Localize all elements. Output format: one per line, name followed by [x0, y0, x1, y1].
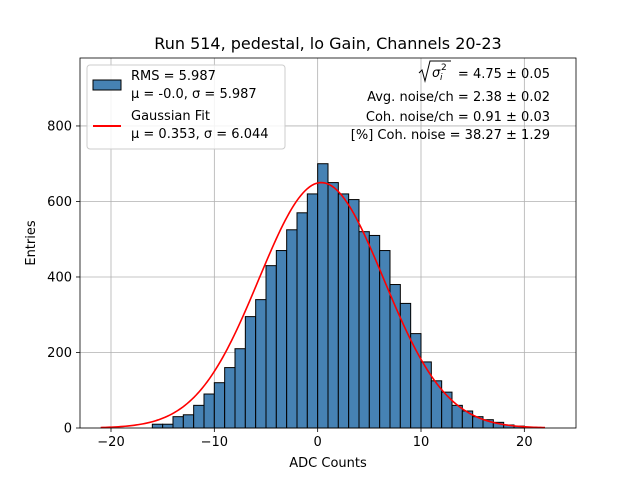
histogram-bar: [420, 361, 432, 429]
sigma-symbol: σ: [432, 66, 441, 81]
histogram-bar: [317, 163, 329, 429]
histogram-bar: [348, 199, 360, 429]
y-tick-label: 400: [47, 270, 72, 285]
histogram-bar: [255, 299, 267, 429]
x-tick-label: 0: [314, 435, 322, 450]
histogram-bars: [151, 163, 525, 429]
x-axis-ticks: −20 −10 0 10 20: [97, 428, 533, 450]
y-tick-label: 200: [47, 346, 72, 361]
histogram-bar: [451, 404, 463, 429]
histogram-bar: [162, 423, 174, 429]
legend-fit-stats: μ = 0.353, σ = 6.044: [131, 127, 269, 142]
histogram-bar: [286, 229, 298, 429]
x-tick-label: 20: [516, 435, 533, 450]
legend: RMS = 5.987 μ = -0.0, σ = 5.987 Gaussian…: [86, 64, 286, 150]
avg-noise-text: Avg. noise/ch = 2.38 ± 0.02: [367, 90, 550, 105]
coh-noise-text: Coh. noise/ch = 0.91 ± 0.03: [366, 110, 550, 125]
histogram-bar: [327, 182, 339, 429]
x-tick-label: 10: [413, 435, 430, 450]
sigma-value: = 4.75 ± 0.05: [458, 67, 550, 82]
legend-patch-swatch: [92, 79, 122, 91]
histogram-bar: [410, 333, 422, 429]
histogram-bar: [441, 391, 453, 429]
y-tick-label: 0: [64, 422, 72, 437]
histogram-bar: [275, 250, 288, 429]
x-tick-label: −10: [201, 435, 228, 450]
legend-box: [86, 64, 286, 150]
histogram-bar: [203, 393, 215, 429]
y-tick-label: 800: [47, 119, 72, 134]
chart-title: Run 514, pedestal, lo Gain, Channels 20-…: [154, 34, 501, 53]
plot-frame: [79, 57, 577, 429]
histogram-bar: [265, 265, 277, 429]
legend-rms-stats: μ = -0.0, σ = 5.987: [131, 87, 257, 102]
coh-pct-text: [%] Coh. noise = 38.27 ± 1.29: [351, 128, 550, 143]
sigma-sqrt-symbol: σ i 2: [418, 60, 451, 83]
legend-fit-label: Gaussian Fit: [131, 109, 210, 124]
legend-rms-label: RMS = 5.987: [131, 69, 216, 84]
histogram-bar: [244, 316, 257, 429]
gaussian-fit-line: [100, 181, 546, 429]
sigma-subscript: i: [440, 73, 443, 83]
histogram-bar: [358, 231, 370, 429]
histogram-bar: [172, 416, 184, 429]
noise-annotations: σ i 2 = 4.75 ± 0.05 Avg. noise/ch = 2.38…: [351, 60, 550, 143]
y-tick-label: 600: [47, 195, 72, 210]
x-tick-label: −20: [97, 435, 124, 450]
histogram-bar: [213, 382, 226, 429]
y-axis-ticks: 0 200 400 600 800: [47, 119, 80, 437]
histogram-bar: [193, 404, 205, 429]
sigma-superscript: 2: [441, 63, 447, 73]
sqrt-radical-icon: [418, 60, 451, 83]
histogram-bar: [234, 348, 246, 429]
histogram-bar: [296, 212, 308, 429]
histogram-bar: [337, 193, 350, 429]
histogram-bar: [151, 423, 164, 429]
histogram-bar: [224, 367, 236, 429]
histogram-bar: [182, 414, 195, 429]
y-axis-label: Entries: [24, 220, 39, 266]
histogram-bar: [379, 250, 391, 429]
histogram-bar: [306, 193, 319, 429]
x-axis-label: ADC Counts: [289, 456, 367, 471]
